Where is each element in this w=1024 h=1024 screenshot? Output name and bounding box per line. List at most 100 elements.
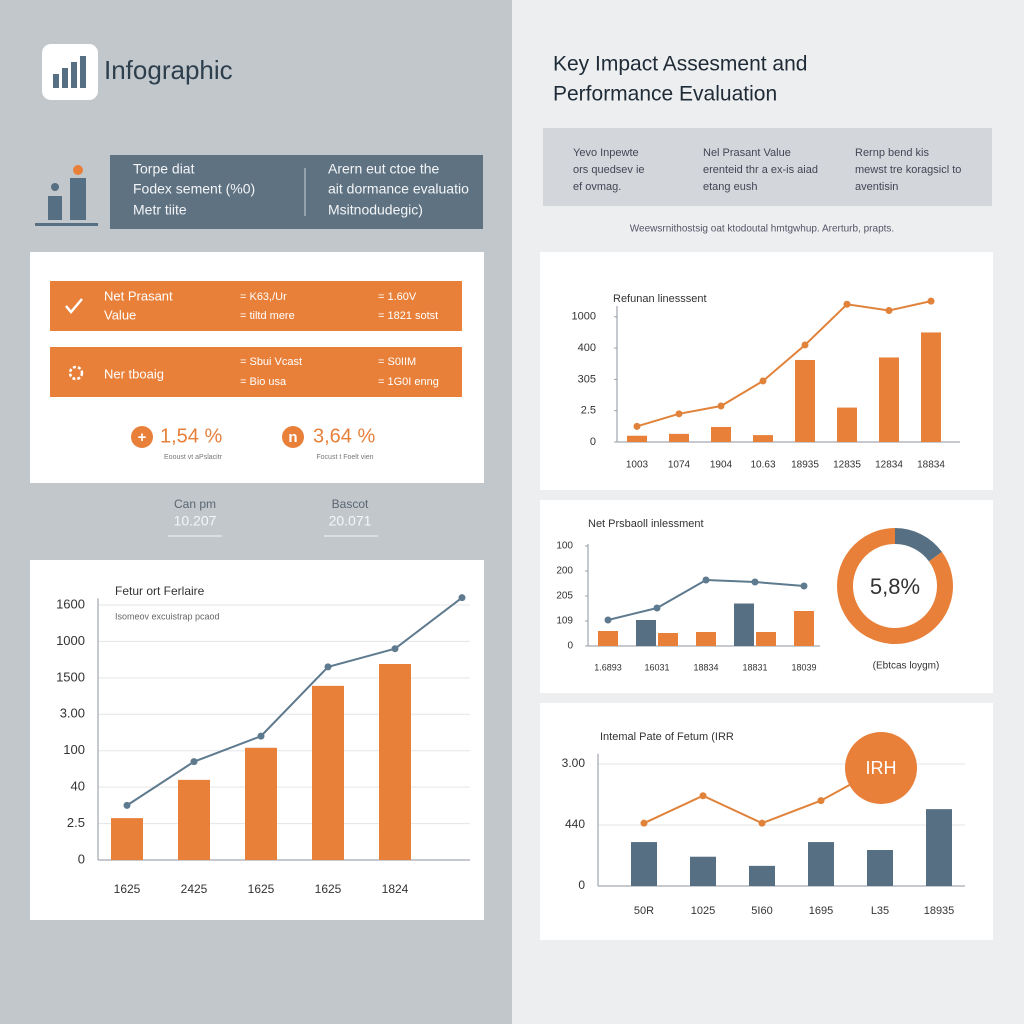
info-text: ors quedsev ie [573, 164, 645, 176]
icon-dot [73, 165, 83, 175]
summary-text: ait dormance evaluatio [328, 181, 469, 197]
line-point [604, 616, 612, 624]
line-point [801, 341, 809, 349]
y-tick-label: 400 [578, 342, 596, 354]
kpi-caption: Eooust vt aPslacitr [164, 454, 223, 461]
kpi-icon [131, 426, 153, 448]
line-point [843, 300, 851, 308]
stat-value: 10.207 [174, 513, 217, 529]
logo-bar [53, 74, 59, 88]
chart-card [540, 500, 993, 693]
bar [921, 332, 941, 442]
donut-center-label: 5,8% [870, 574, 920, 599]
icon-bar [48, 196, 62, 220]
x-tick-label: 16031 [644, 662, 669, 672]
bar [312, 685, 344, 860]
y-tick-label: 0 [590, 436, 596, 448]
x-tick-label: 1904 [710, 460, 733, 471]
y-tick-label: 0 [78, 851, 85, 866]
bar [749, 865, 775, 886]
bar [631, 842, 657, 886]
chart-title: Net Prsbaoll inlessment [588, 518, 704, 530]
logo-bar [71, 62, 77, 88]
bar [636, 620, 656, 646]
x-tick-label: 18831 [742, 662, 767, 672]
y-tick-label: 2.5 [581, 405, 596, 417]
metric-value: = 1821 sotst [378, 310, 438, 322]
x-tick-label: 2425 [181, 882, 208, 896]
summary-box [110, 155, 483, 229]
x-tick-label: 18935 [924, 905, 955, 917]
kpi-value: 1,54 % [160, 425, 222, 447]
info-text: aventisin [855, 181, 898, 193]
bar [756, 632, 776, 646]
annotation: IRH [866, 758, 897, 778]
line-point [758, 819, 766, 827]
bar [658, 633, 678, 646]
x-tick-label: 1025 [691, 905, 715, 917]
bar [753, 435, 773, 442]
y-tick-label: 0 [578, 878, 585, 892]
stat-value: 20.071 [329, 513, 372, 529]
stat-label: Can pm [174, 497, 216, 511]
x-tick-label: 1625 [248, 882, 275, 896]
x-tick-label: 1695 [809, 905, 833, 917]
x-tick-label: 1074 [668, 460, 691, 471]
chart-card [540, 252, 993, 490]
x-tick-label: 12834 [875, 460, 903, 471]
x-tick-label: 1.6893 [594, 662, 622, 672]
bar [696, 632, 716, 646]
page-title: Key Impact Assesment and [553, 53, 807, 76]
bar [837, 407, 857, 442]
bar [379, 663, 411, 860]
line-point [257, 732, 265, 740]
y-tick-label: 100 [63, 742, 85, 757]
line-point [640, 819, 648, 827]
info-text: Rernp bend kis [855, 147, 929, 159]
line-point [633, 422, 641, 430]
metric-label: Ner tboaig [104, 366, 164, 381]
icon-base [35, 223, 98, 226]
bar [598, 631, 618, 646]
stat-label: Bascot [332, 497, 369, 511]
bar [178, 779, 210, 860]
y-tick-label: 1600 [56, 596, 85, 611]
metric-value: = S0IIM [378, 356, 416, 368]
info-text: Yevo Inpewte [573, 147, 639, 159]
metric-row [50, 281, 462, 331]
donut-segment [837, 528, 953, 644]
y-tick-label: 1500 [56, 669, 85, 684]
bar [926, 809, 952, 886]
line-point [675, 410, 683, 418]
icon-dot [51, 183, 59, 191]
line-point [800, 582, 808, 590]
summary-text: Fodex sement (%0) [133, 181, 255, 197]
info-text: etang eush [703, 181, 757, 193]
x-tick-label: 5I60 [751, 905, 772, 917]
logo [42, 44, 98, 100]
info-text: erenteid thr a ex-is aiad [703, 164, 818, 176]
line [126, 596, 463, 807]
gear-icon [68, 365, 84, 381]
y-tick-label: 440 [565, 817, 585, 831]
chart-title: Intemal Pate of Fetum (IRR [600, 731, 734, 743]
y-tick-label: 1000 [572, 311, 596, 323]
x-tick-label: 18834 [693, 662, 718, 672]
kpi-icon-text: n [288, 429, 297, 446]
y-tick-label: 109 [556, 616, 573, 627]
x-tick-label: 10.63 [750, 460, 775, 471]
summary-text: Msitnodudegic) [328, 202, 423, 218]
y-tick-label: 205 [556, 591, 573, 602]
x-tick-label: 18935 [791, 460, 819, 471]
line-point [927, 297, 935, 305]
line-point [699, 792, 707, 800]
line-point [702, 576, 710, 584]
y-tick-label: 0 [567, 641, 573, 652]
metric-value: = 1.60V [378, 291, 417, 303]
annotation-badge [845, 732, 917, 804]
page-title: Performance Evaluation [553, 83, 777, 106]
x-tick-label: 12835 [833, 460, 861, 471]
kpi-icon-text: + [138, 429, 147, 446]
bar [795, 359, 815, 442]
x-tick-label: L35 [871, 905, 889, 917]
